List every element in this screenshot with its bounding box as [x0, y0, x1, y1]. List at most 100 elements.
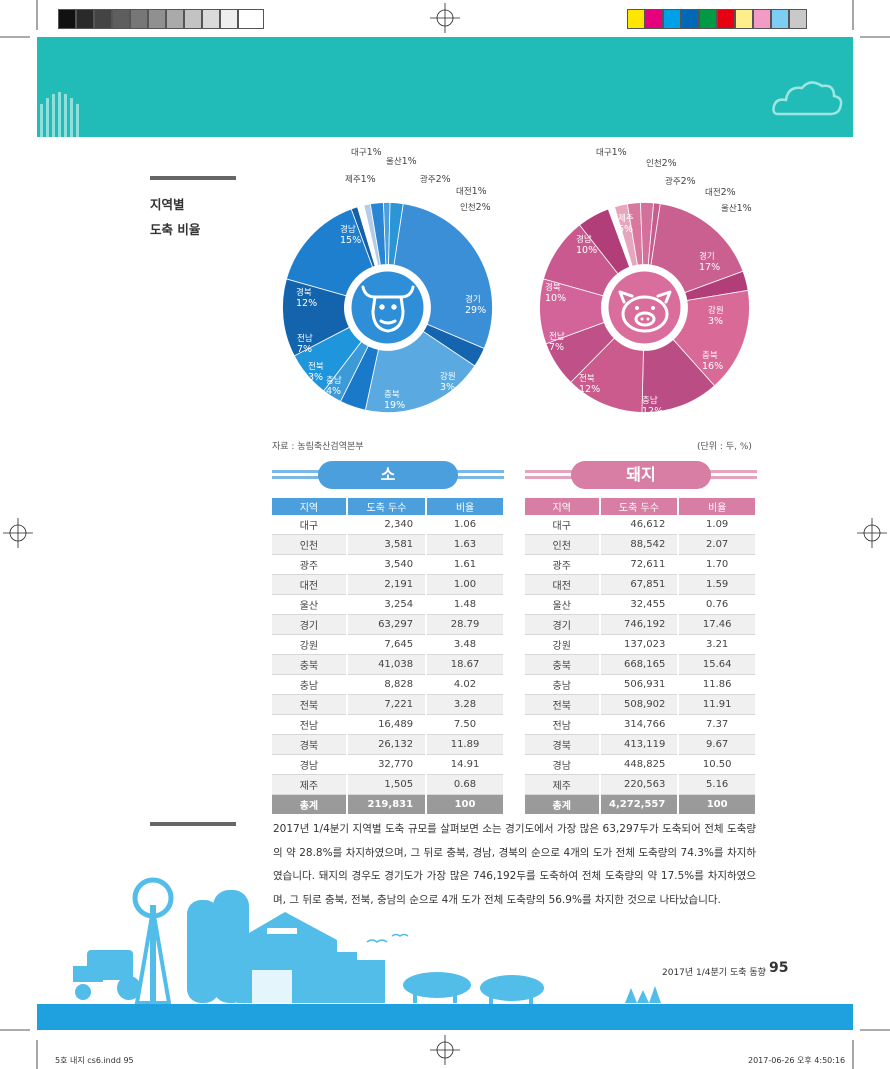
- label-percent: 3%: [440, 382, 456, 393]
- table-row: 대전 67,851 1.59: [525, 574, 757, 595]
- cell-ratio: 1.59: [678, 574, 757, 595]
- label-region: 충남: [642, 396, 658, 406]
- cell-count: 2,191: [346, 574, 428, 595]
- label-region: 울산: [386, 157, 402, 167]
- table-row: 전남 16,489 7.50: [272, 714, 505, 735]
- label-region: 대전: [705, 188, 721, 198]
- pig-label-전남: 전남 7%: [549, 330, 565, 353]
- cell-region: 경남: [525, 754, 601, 775]
- cattle-label-경기: 경기 29%: [465, 293, 486, 316]
- cell-region: 전북: [272, 694, 348, 715]
- cell-count: 448,825: [599, 754, 680, 775]
- side-heading-line1: 지역별: [150, 197, 185, 212]
- label-region: 인천: [646, 159, 662, 169]
- cell-count: 88,542: [599, 534, 680, 555]
- cell-region: 대구: [272, 515, 348, 535]
- header-region: 지역: [525, 498, 601, 515]
- label-percent: 1%: [611, 147, 627, 158]
- source-note: 자료 : 농림축산검역본부: [272, 442, 364, 452]
- cell-region: 울산: [272, 594, 348, 615]
- table-row: 제주 1,505 0.68: [272, 774, 505, 795]
- table-row: 경남 448,825 10.50: [525, 754, 757, 775]
- cell-ratio: 28.79: [426, 614, 505, 635]
- header-count: 도축 두수: [599, 498, 680, 515]
- cell-region: 충북: [272, 654, 348, 675]
- table-row: 대구 2,340 1.06: [272, 515, 505, 535]
- pig-label-제주: 제주 5%: [618, 212, 634, 235]
- slug-left: 5호 내지 cs6.indd 95: [55, 1056, 134, 1065]
- cell-ratio: 3.21: [678, 634, 757, 655]
- table-row: 울산 3,254 1.48: [272, 594, 505, 615]
- table-row: 인천 88,542 2.07: [525, 534, 757, 555]
- label-percent: 12%: [296, 298, 318, 309]
- label-region: 제주: [345, 175, 361, 185]
- cell-count: 506,931: [599, 674, 680, 695]
- cell-count: 3,581: [346, 534, 428, 555]
- label-percent: 19%: [384, 400, 406, 411]
- cell-ratio: 0.68: [426, 774, 505, 795]
- cell-ratio: 100: [426, 794, 505, 814]
- table-row: 충북 41,038 18.67: [272, 654, 505, 675]
- cell-count: 508,902: [599, 694, 680, 715]
- label-region: 광주: [420, 175, 436, 185]
- pig-label-인천: 인천2%: [646, 157, 677, 169]
- cell-region: 전남: [272, 714, 348, 735]
- label-percent: 3%: [308, 372, 324, 383]
- cell-ratio: 9.67: [678, 734, 757, 755]
- label-percent: 1%: [401, 156, 417, 167]
- cell-ratio: 11.89: [426, 734, 505, 755]
- label-region: 충북: [384, 390, 400, 400]
- label-percent: 1%: [360, 174, 376, 185]
- summary-paragraph: 2017년 1/4분기 지역별 도축 규모를 살펴보면 소는 경기도에서 가장 …: [273, 823, 756, 906]
- cell-ratio: 7.37: [678, 714, 757, 735]
- cattle-label-충북: 충북 19%: [384, 388, 405, 411]
- label-region: 경남: [340, 225, 356, 235]
- body-rule: [150, 822, 236, 826]
- cattle-title: 소: [318, 461, 458, 489]
- cell-ratio: 1.06: [426, 515, 505, 535]
- cell-ratio: 1.63: [426, 534, 505, 555]
- cattle-slaughter-table: 지역 도축 두수 비율 대구 2,340 1.06 인천 3,581 1.63 광주 3,54…: [272, 498, 505, 814]
- cell-count: 32,455: [599, 594, 680, 615]
- cell-count: 3,254: [346, 594, 428, 615]
- cell-count: 8,828: [346, 674, 428, 695]
- table-row: 경기 63,297 28.79: [272, 614, 505, 635]
- table-row: 광주 3,540 1.61: [272, 554, 505, 575]
- label-percent: 29%: [465, 305, 487, 316]
- cell-ratio: 1.00: [426, 574, 505, 595]
- header-count: 도축 두수: [346, 498, 428, 515]
- cattle-label-경남: 경남 15%: [340, 223, 361, 246]
- table-row: 경북 26,132 11.89: [272, 734, 505, 755]
- table-row: 제주 220,563 5.16: [525, 774, 757, 795]
- page-number: 95: [769, 960, 789, 976]
- cell-ratio: 15.64: [678, 654, 757, 675]
- banner-stripes-decoration: [40, 92, 79, 137]
- cell-region: 강원: [525, 634, 601, 655]
- label-percent: 2%: [661, 158, 677, 169]
- cell-count: 219,831: [346, 794, 428, 814]
- label-region: 인천: [460, 203, 476, 213]
- label-region: 경북: [296, 288, 312, 298]
- label-percent: 10%: [545, 293, 567, 304]
- cell-region: 경북: [525, 734, 601, 755]
- label-region: 강원: [440, 372, 456, 382]
- pig-label-대전: 대전2%: [705, 186, 736, 198]
- label-region: 대전: [456, 187, 472, 197]
- header-region: 지역: [272, 498, 348, 515]
- cell-count: 137,023: [599, 634, 680, 655]
- table-row: 충남 506,931 11.86: [525, 674, 757, 695]
- footer-band: [37, 1004, 853, 1030]
- table-row: 강원 137,023 3.21: [525, 634, 757, 655]
- table-row: 경기 746,192 17.46: [525, 614, 757, 635]
- cell-ratio: 1.09: [678, 515, 757, 535]
- side-heading-rule: [150, 176, 236, 180]
- cell-ratio: 5.16: [678, 774, 757, 795]
- label-percent: 12%: [642, 406, 664, 417]
- cell-region: 대전: [525, 574, 601, 595]
- cattle-label-충남: 충남 4%: [326, 374, 342, 397]
- pig-label-강원: 강원 3%: [708, 304, 724, 327]
- cell-region: 전남: [525, 714, 601, 735]
- label-percent: 2%: [475, 202, 491, 213]
- cell-ratio: 10.50: [678, 754, 757, 775]
